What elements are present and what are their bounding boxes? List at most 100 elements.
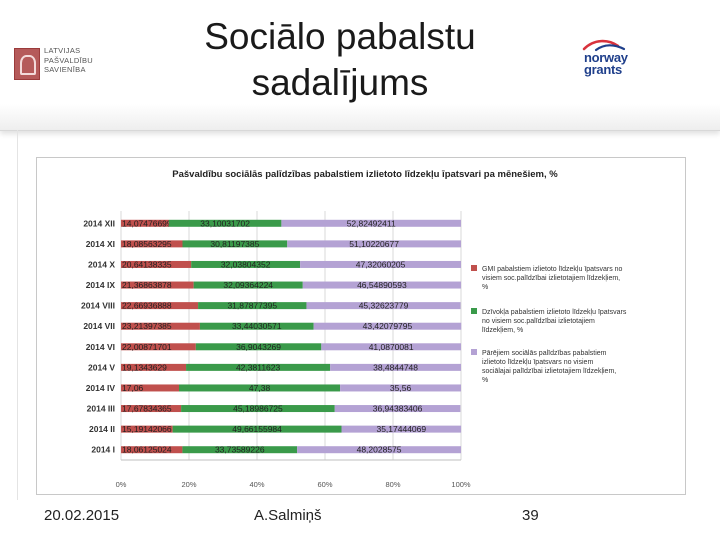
bar-segment	[179, 384, 341, 392]
y-category-label: 2014 II	[89, 424, 115, 434]
bar-segment	[182, 240, 288, 248]
data-label: 22,00871701	[122, 342, 172, 352]
bar-segment	[313, 322, 462, 330]
slide-header: LATVIJAS PAŠVALDĪBU SAVIENĪBA Sociālo pa…	[0, 0, 720, 131]
y-category-label: 2014 XII	[83, 218, 115, 228]
y-axis: 2014 XII 2014 XI 2014 X 2014 IX 2014 VIII 201…	[81, 218, 115, 454]
bar-segment	[121, 343, 196, 351]
data-label: 51,10220677	[349, 239, 399, 249]
y-category-label: 2014 I	[91, 445, 115, 455]
y-category-label: 2014 IV	[86, 383, 116, 393]
data-label: 33,44030571	[232, 321, 282, 331]
data-label: 32,09364224	[223, 280, 273, 290]
bar-segment	[182, 446, 298, 454]
bar-segment	[341, 425, 462, 433]
grants-text: grants	[584, 62, 622, 77]
y-category-label: 2014 X	[88, 259, 115, 269]
lps-logo-line: PAŠVALDĪBU	[44, 55, 93, 65]
data-label: 48,2028575	[357, 445, 402, 455]
data-label: 31,87877395	[227, 301, 277, 311]
bar-segment	[121, 363, 187, 371]
data-label: 43,42079795	[363, 321, 413, 331]
bar-segment	[334, 405, 461, 413]
legend-swatch	[471, 265, 477, 271]
bar-segment	[302, 281, 462, 289]
x-tick-label: 0%	[116, 480, 127, 489]
bar-segment	[181, 405, 335, 413]
bar-segment	[121, 405, 182, 413]
y-category-label: 2014 IX	[86, 280, 116, 290]
chart-legend: GMI pabalstiem izlietoto līdzekļu īpatsv…	[471, 265, 627, 384]
bar-segment	[199, 322, 314, 330]
norway-grants-logo: norway grants	[578, 38, 638, 78]
x-tick-label: 60%	[317, 480, 332, 489]
bar-segment	[297, 446, 461, 454]
bar-segment	[281, 219, 461, 227]
bar-segment	[306, 302, 461, 310]
data-label: 33,73589226	[215, 445, 265, 455]
legend-swatch	[471, 308, 477, 314]
slide-title: Sociālo pabalstu sadalījums	[150, 14, 530, 106]
y-category-label: 2014 VI	[86, 342, 115, 352]
bar-segment	[321, 343, 462, 351]
data-label: 21,36863878	[122, 280, 172, 290]
x-tick-label: 80%	[385, 480, 400, 489]
bar-segment	[121, 260, 192, 268]
bar-segment	[121, 384, 180, 392]
legend-label: Pārējiem sociālās palīdzības pabalstiem i…	[482, 350, 616, 384]
slide-title-line: Sociālo pabalstu	[204, 16, 476, 57]
bar-segment	[121, 219, 169, 227]
legend-label: GMI pabalstiem izlietoto līdzekļu īpatsv…	[482, 266, 623, 291]
bar-segment	[121, 281, 194, 289]
y-category-label: 2014 VIII	[81, 301, 115, 311]
y-category-label: 2014 V	[88, 362, 115, 372]
bar-segment	[121, 322, 200, 330]
data-label: 38,4844748	[373, 362, 418, 372]
lps-logo: LATVIJAS PAŠVALDĪBU SAVIENĪBA	[14, 46, 124, 82]
bar-segment	[121, 240, 183, 248]
data-label: 35,56	[390, 383, 412, 393]
data-label: 18,06125024	[122, 445, 172, 455]
data-label: 15,19142066	[122, 424, 172, 434]
data-label: 36,9043269	[236, 342, 281, 352]
data-label: 52,82492411	[347, 218, 396, 228]
y-category-label: 2014 VII	[83, 321, 115, 331]
chart-bars: 14,07476699 33,10031702 52,82492411 18,0856…	[121, 218, 462, 455]
footer-date: 20.02.2015	[44, 507, 120, 524]
page-number: 39	[522, 507, 539, 524]
data-label: 36,94383406	[373, 404, 423, 414]
data-label: 32,03804352	[221, 259, 271, 269]
bar-segment	[198, 302, 307, 310]
data-label: 47,38	[249, 383, 271, 393]
legend-label: Dzīvokļa pabalstiem izlietoto līdzekļu ī…	[482, 309, 627, 334]
bar-segment	[191, 260, 301, 268]
data-label: 17,06	[122, 383, 144, 393]
data-label: 46,54890593	[357, 280, 407, 290]
x-tick-label: 20%	[181, 480, 196, 489]
bar-segment	[121, 446, 183, 454]
bar-segment	[340, 384, 461, 392]
bar-segment	[287, 240, 461, 248]
data-label: 42,3811623	[236, 362, 281, 372]
chart-container: Pašvaldību sociālās palīdzības pabalstie…	[36, 157, 686, 495]
y-category-label: 2014 III	[87, 404, 115, 414]
bar-segment	[300, 260, 462, 268]
data-label: 41,0870081	[369, 342, 414, 352]
data-label: 45,18986725	[233, 404, 283, 414]
bar-segment	[330, 363, 461, 371]
lps-logo-line: SAVIENĪBA	[44, 65, 86, 74]
norway-text: norway	[584, 50, 628, 65]
x-tick-label: 40%	[249, 480, 264, 489]
bar-segment	[186, 363, 331, 371]
y-category-label: 2014 XI	[86, 239, 115, 249]
norway-swoosh-icon	[582, 39, 626, 52]
footer-author: A.Salmiņš	[254, 507, 322, 524]
data-label: 30,81197385	[210, 239, 259, 249]
chart-grid	[120, 211, 462, 460]
bar-segment	[121, 302, 199, 310]
x-tick-label: 100%	[451, 480, 471, 489]
chart-title: Pašvaldību sociālās palīdzības pabalstie…	[172, 169, 558, 180]
lps-emblem-icon	[14, 48, 40, 80]
bar-segment	[193, 281, 303, 289]
data-label: 22,66936888	[122, 301, 172, 311]
